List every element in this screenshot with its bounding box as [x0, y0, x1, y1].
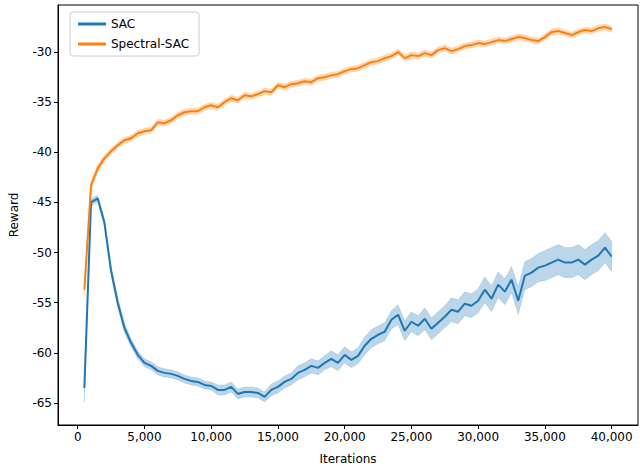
svg-text:Reward: Reward — [7, 193, 21, 238]
svg-text:SAC: SAC — [111, 17, 135, 31]
svg-text:15,000: 15,000 — [257, 430, 299, 444]
svg-text:-65: -65 — [32, 396, 52, 410]
svg-text:-45: -45 — [32, 195, 52, 209]
svg-text:-30: -30 — [32, 45, 52, 59]
svg-text:20,000: 20,000 — [324, 430, 366, 444]
svg-text:30,000: 30,000 — [457, 430, 499, 444]
svg-text:Spectral-SAC: Spectral-SAC — [111, 37, 189, 51]
svg-text:-55: -55 — [32, 296, 52, 310]
svg-text:-50: -50 — [32, 246, 52, 260]
svg-text:10,000: 10,000 — [190, 430, 232, 444]
svg-text:0: 0 — [74, 430, 82, 444]
svg-text:-60: -60 — [32, 346, 52, 360]
svg-text:35,000: 35,000 — [524, 430, 566, 444]
svg-text:-40: -40 — [32, 145, 52, 159]
svg-text:-35: -35 — [32, 95, 52, 109]
svg-text:25,000: 25,000 — [390, 430, 432, 444]
svg-text:5,000: 5,000 — [127, 430, 161, 444]
svg-text:Iterations: Iterations — [319, 452, 376, 466]
svg-text:40,000: 40,000 — [591, 430, 633, 444]
